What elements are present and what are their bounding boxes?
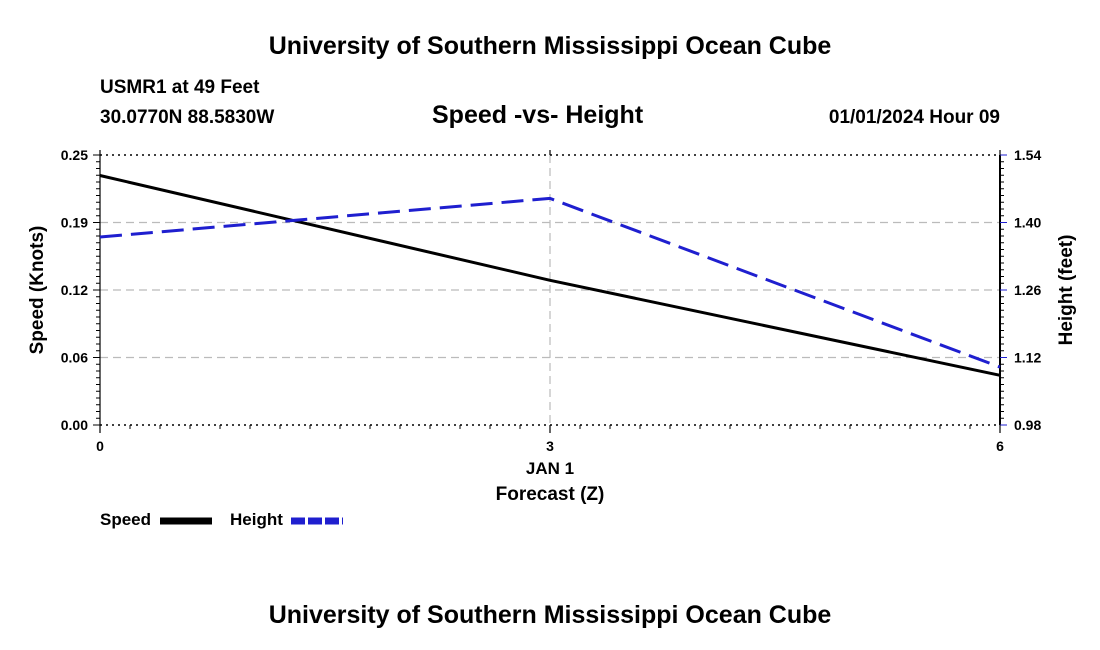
x-tick-label: 6	[996, 438, 1004, 454]
y-tick-label-right: 0.98	[1014, 417, 1041, 433]
x-tick-label: 0	[96, 438, 104, 454]
legend-label-height: Height	[230, 510, 283, 529]
station-label: USMR1 at 49 Feet	[100, 77, 260, 98]
y-tick-label-right: 1.26	[1014, 282, 1041, 298]
y-tick-label-right: 1.54	[1014, 147, 1041, 163]
y-tick-label-left: 0.19	[61, 215, 88, 231]
footer-title: University of Southern Mississippi Ocean…	[268, 601, 832, 629]
legend-label-speed: Speed	[100, 510, 152, 529]
y-tick-label-right: 1.40	[1014, 215, 1041, 231]
y-tick-label-left: 0.12	[61, 282, 88, 298]
y-tick-label-left: 0.25	[61, 147, 88, 163]
series-line-height	[99, 196, 1001, 369]
station-coordinates: 30.0770N 88.5830W	[100, 107, 275, 128]
y-axis-label-right: Height (feet)	[1056, 235, 1077, 346]
y-tick-label-left: 0.06	[61, 350, 88, 366]
labels-layer: 0.00 0.06 0.12 0.19 0.25 0.98 1.12 1.26 1.40 1.54…	[27, 147, 1077, 525]
forecast-datetime: 01/01/2024 Hour 09	[828, 107, 1000, 128]
x-axis-label: Forecast (Z)	[496, 484, 605, 505]
y-tick-label-left: 0.00	[61, 417, 88, 433]
x-sublabel: JAN 1	[526, 459, 574, 478]
y-tick-label-right: 1.12	[1014, 350, 1041, 366]
page-title: University of Southern Mississippi Ocean…	[268, 32, 832, 60]
axes-layer	[93, 150, 1007, 433]
y-axis-label-left: Speed (Knots)	[27, 226, 48, 355]
grid-layer	[100, 155, 1000, 425]
x-tick-label: 3	[546, 438, 554, 454]
chart-title: Speed -vs- Height	[432, 101, 644, 129]
series-layer	[99, 174, 1001, 377]
series-line-speed	[99, 174, 1001, 377]
